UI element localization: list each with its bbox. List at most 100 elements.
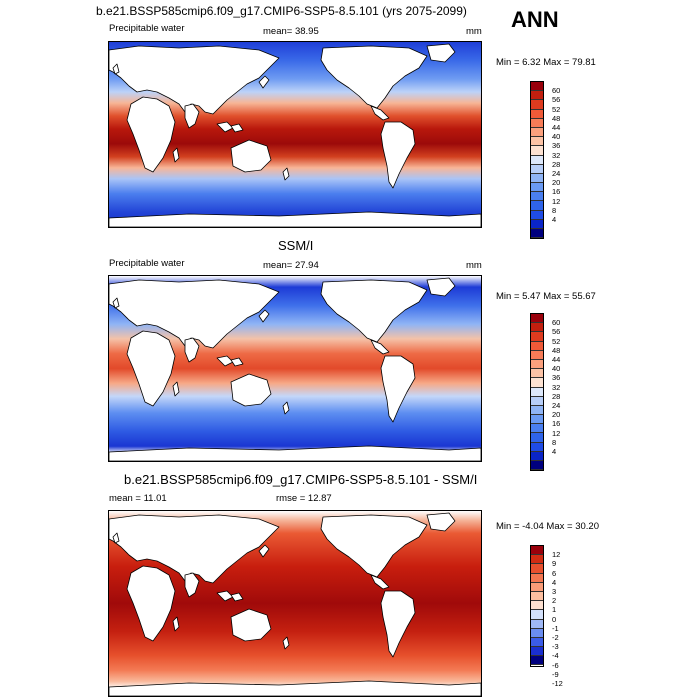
colorbar-cell	[531, 350, 543, 360]
colorbar-cell	[531, 341, 543, 351]
panel3-map-svg	[109, 511, 481, 696]
colorbar-cell	[531, 359, 543, 370]
panel1-map-svg	[109, 42, 481, 227]
colorbar-cell	[531, 118, 543, 128]
colorbar-tick-label: 44	[552, 123, 561, 132]
colorbar-cell	[531, 610, 543, 620]
colorbar-cell	[531, 183, 543, 193]
panel1-minmax: Min = 6.32 Max = 79.81	[496, 57, 596, 68]
colorbar-tick-label: 52	[552, 336, 561, 346]
colorbar-cell	[531, 109, 543, 119]
panel2-units-label: mm	[466, 260, 482, 271]
panel3-title: b.e21.BSSP585cmip6.f09_g17.CMIP6-SSP5-8.…	[124, 472, 478, 487]
panel3-map	[108, 510, 482, 697]
colorbar-cell	[531, 219, 543, 229]
colorbar-tick-label: 16	[552, 419, 561, 429]
panel2-colorbar-box	[530, 313, 544, 472]
colorbar-tick-label: 32	[552, 150, 561, 160]
colorbar-tick-label: 36	[552, 141, 561, 151]
colorbar-cell	[531, 210, 543, 220]
colorbar-cell	[531, 146, 543, 156]
colorbar-tick-label: 28	[552, 159, 561, 169]
panel2-map-svg	[109, 276, 481, 461]
season-label: ANN	[511, 7, 559, 32]
colorbar-cell	[531, 127, 543, 138]
colorbar-cell	[531, 91, 543, 101]
colorbar-cell	[531, 387, 543, 397]
colorbar-tick-label: 8	[552, 437, 557, 447]
colorbar-tick-label: 40	[552, 364, 561, 374]
colorbar-cell	[531, 323, 543, 333]
colorbar-cell	[531, 332, 543, 342]
colorbar-cell	[531, 591, 543, 602]
colorbar-tick-label: -4	[552, 651, 559, 661]
colorbar-tick-label: -12	[552, 679, 563, 688]
colorbar-cell	[531, 405, 543, 416]
colorbar-tick-label: 1	[552, 605, 557, 615]
panel2-title: SSM/I	[278, 238, 314, 253]
colorbar-cell	[531, 564, 543, 574]
panel2-map	[108, 275, 482, 462]
colorbar-cell	[531, 582, 543, 592]
colorbar-tick-label: 9	[552, 559, 557, 569]
colorbar-tick-label: 24	[552, 169, 561, 178]
colorbar-tick-label: 40	[552, 132, 561, 142]
colorbar-cell	[531, 637, 543, 648]
panel3-minmax: Min = -4.04 Max = 30.20	[496, 521, 599, 532]
colorbar-cell	[531, 415, 543, 425]
colorbar-cell	[531, 396, 543, 406]
colorbar-tick-label: 4	[552, 577, 557, 587]
colorbar-tick-label: 48	[552, 345, 561, 355]
colorbar-cell	[531, 424, 543, 434]
colorbar-tick-label: 12	[552, 550, 561, 560]
colorbar-cell	[531, 433, 543, 443]
panel1-variable-label: Precipitable water	[109, 23, 185, 34]
panel1-map	[108, 41, 482, 228]
figure-title: b.e21.BSSP585cmip6.f09_g17.CMIP6-SSP5-8.…	[96, 4, 467, 18]
colorbar-tick-label: 52	[552, 104, 561, 114]
colorbar-cell	[531, 619, 543, 629]
panel2-minmax: Min = 5.47 Max = 55.67	[496, 291, 596, 302]
colorbar-tick-label: 0	[552, 614, 557, 624]
colorbar-cell	[531, 461, 543, 471]
colorbar-cell	[531, 555, 543, 565]
colorbar-tick-label: 36	[552, 373, 561, 383]
colorbar-tick-label: -9	[552, 669, 559, 679]
colorbar-cell	[531, 155, 543, 165]
colorbar-tick-label: 16	[552, 187, 561, 197]
colorbar-tick-label: 20	[552, 410, 561, 420]
panel1-colorbar-box	[530, 81, 544, 240]
colorbar-tick-label: -6	[552, 660, 559, 670]
colorbar-cell	[531, 656, 543, 666]
colorbar-tick-label: 2	[552, 596, 557, 606]
colorbar-cell	[531, 369, 543, 379]
colorbar-cell	[531, 201, 543, 211]
colorbar-tick-label: 28	[552, 391, 561, 401]
colorbar-cell	[531, 546, 543, 556]
colorbar-cell	[531, 173, 543, 184]
colorbar-cell	[531, 573, 543, 583]
colorbar-cell	[531, 628, 543, 638]
colorbar-tick-label: -2	[552, 633, 559, 642]
panel3-rmse-label: rmse = 12.87	[276, 493, 332, 504]
panel3-mean-label: mean = 11.01	[109, 493, 167, 504]
colorbar-tick-label: 56	[552, 95, 561, 105]
colorbar-cell	[531, 164, 543, 174]
panel1-units-label: mm	[466, 26, 482, 37]
colorbar-tick-label: 24	[552, 401, 561, 410]
colorbar-tick-label: 12	[552, 428, 561, 438]
colorbar-cell	[531, 442, 543, 452]
colorbar-tick-label: 32	[552, 382, 561, 392]
colorbar-cell	[531, 647, 543, 657]
colorbar-cell	[531, 378, 543, 388]
panel3-colorbar-box	[530, 545, 544, 667]
colorbar-tick-label: 56	[552, 327, 561, 337]
panel2-variable-label: Precipitable water	[109, 258, 185, 269]
colorbar-cell	[531, 314, 543, 324]
colorbar-tick-label: 4	[552, 447, 557, 456]
colorbar-tick-label: -1	[552, 623, 559, 633]
colorbar-cell	[531, 100, 543, 110]
colorbar-cell	[531, 229, 543, 239]
panel1-mean-label: mean= 38.95	[263, 26, 319, 37]
colorbar-cell	[531, 601, 543, 611]
